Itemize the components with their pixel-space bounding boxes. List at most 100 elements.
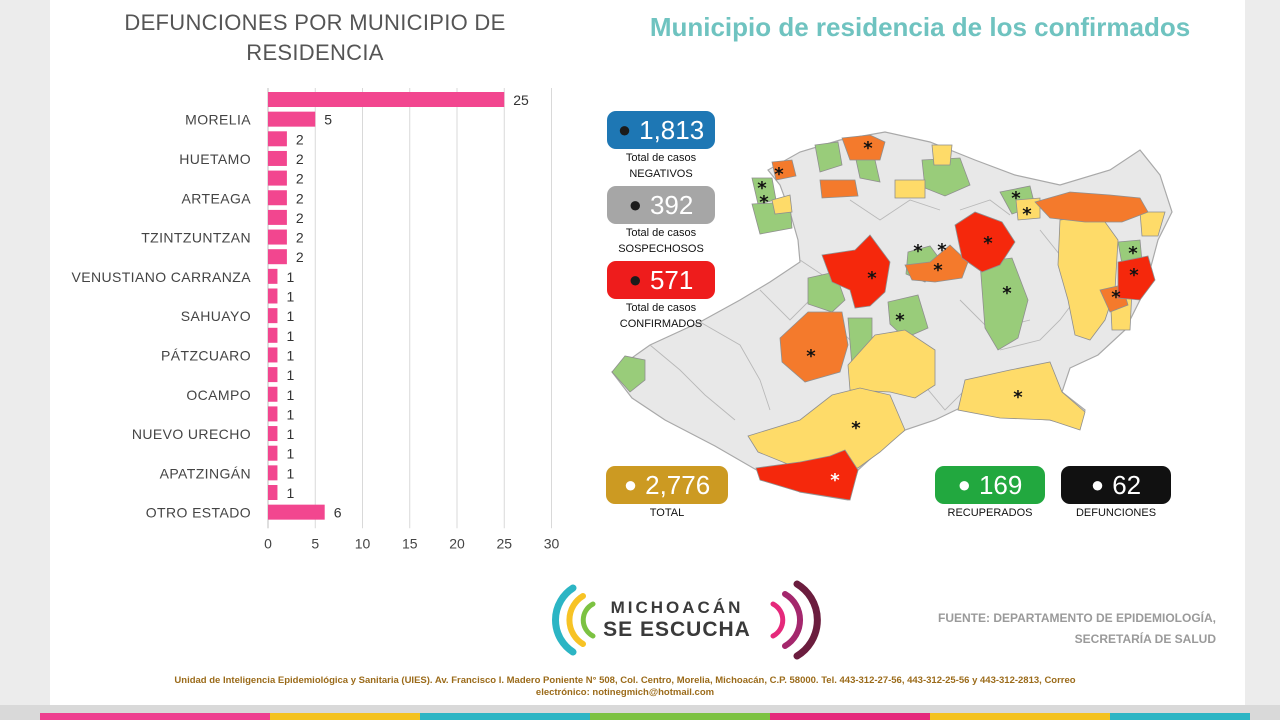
logo-text: MICHOACÁN SE ESCUCHA <box>592 598 762 642</box>
category-label: VENUSTIANO CARRANZA <box>71 269 251 285</box>
bar <box>268 131 287 147</box>
x-tick-label: 5 <box>311 535 319 551</box>
category-label: HUETAMO <box>179 151 251 167</box>
category-label: OCAMPO <box>186 387 251 403</box>
bar <box>268 170 287 186</box>
stat-recuperados: ● 169 RECUPERADOS <box>935 466 1045 521</box>
people-icon: ● <box>617 117 632 142</box>
x-tick-label: 10 <box>355 535 371 551</box>
data-label: 2 <box>296 171 304 187</box>
stat-negativos: ● 1,813 Total de casos NEGATIVOS <box>607 111 715 182</box>
category-label: PÁTZCUARO <box>161 347 251 363</box>
group-icon: ● <box>623 472 638 497</box>
bar <box>268 288 278 304</box>
data-label: 2 <box>296 131 304 147</box>
person-icon: ● <box>628 192 642 217</box>
footer-line1: Unidad de Inteligencia Epidemiológica y … <box>174 675 1076 686</box>
bar <box>268 465 278 481</box>
data-label: 6 <box>334 505 342 521</box>
data-label: 2 <box>296 190 304 206</box>
data-label: 1 <box>286 446 294 462</box>
stat-defunciones: ● 62 DEFUNCIONES <box>1061 466 1171 521</box>
footer-line2: electrónico: notinegmich@hotmail.com <box>535 687 715 698</box>
bar <box>268 308 278 324</box>
category-label: APATZINGÁN <box>160 465 251 481</box>
total-value: 2,776 <box>645 470 711 500</box>
data-label: 1 <box>286 367 294 383</box>
bar <box>268 406 278 422</box>
data-label: 1 <box>286 269 294 285</box>
confirmados-label2: CONFIRMADOS <box>619 318 703 330</box>
bar <box>268 268 278 284</box>
negativos-value: 1,813 <box>639 115 705 145</box>
source-line2: SECRETARÍA DE SALUD <box>1074 632 1216 646</box>
person-icon: ● <box>628 267 642 292</box>
data-label: 2 <box>296 151 304 167</box>
data-label: 1 <box>286 406 294 422</box>
data-label: 1 <box>286 328 294 344</box>
confirmados-label1: Total de casos <box>625 302 697 314</box>
x-tick-label: 0 <box>264 535 272 551</box>
data-label: 2 <box>296 249 304 265</box>
bar <box>268 229 287 245</box>
bar <box>268 347 278 363</box>
bar <box>268 367 278 383</box>
category-label: MORELIA <box>185 112 251 128</box>
confirmados-value: 571 <box>649 265 694 295</box>
logo-line2: SE ESCUCHA <box>603 618 751 641</box>
bar <box>268 190 287 206</box>
category-label: NUEVO URECHO <box>132 426 251 442</box>
x-tick-label: 30 <box>544 535 560 551</box>
x-tick-label: 20 <box>449 535 465 551</box>
decorative-strip <box>0 705 1280 720</box>
chart-title: DEFUNCIONES POR MUNICIPIO DE RESIDENCIA <box>124 10 506 65</box>
x-tick-label: 25 <box>496 535 512 551</box>
bar <box>268 504 325 520</box>
recuperados-value: 169 <box>978 470 1023 500</box>
bar <box>268 209 287 225</box>
bar <box>268 327 278 343</box>
stat-confirmados: ● 571 Total de casos CONFIRMADOS <box>607 261 715 332</box>
data-label: 1 <box>286 426 294 442</box>
category-label: TZINTZUNTZAN <box>141 230 251 246</box>
data-label: 1 <box>286 308 294 324</box>
bar-chart: 0 5 10 15 20 25 30 25 5 MORELIA 2 2 HUETAMO 2 2 ARTEAGA… <box>71 88 560 551</box>
stat-sospechosos: ● 392 Total de casos SOSPECHOSOS <box>607 186 715 257</box>
defunciones-label: DEFUNCIONES <box>1075 507 1157 519</box>
stat-total: ● 2,776 TOTAL <box>606 466 728 521</box>
recuperados-label: RECUPERADOS <box>947 507 1033 519</box>
data-label: 1 <box>286 347 294 363</box>
source-note: FUENTE: DEPARTAMENTO DE EPIDEMIOLOGÍA, S… <box>860 608 1216 650</box>
sospechosos-label2: SOSPECHOSOS <box>618 243 704 255</box>
defunciones-value: 62 <box>1112 470 1142 500</box>
source-line1: FUENTE: DEPARTAMENTO DE EPIDEMIOLOGÍA, <box>937 611 1216 625</box>
data-label: 1 <box>286 289 294 305</box>
map-title: Municipio de residencia de los confirmad… <box>649 12 1191 42</box>
total-label: TOTAL <box>649 507 685 519</box>
data-label: 2 <box>296 230 304 246</box>
bar <box>268 249 287 265</box>
bar <box>268 485 278 500</box>
category-label: ARTEAGA <box>182 190 252 206</box>
group-icon: ● <box>957 472 971 497</box>
person-icon: ● <box>1090 472 1105 497</box>
data-label: 25 <box>513 92 529 108</box>
bar <box>268 150 287 166</box>
data-label: 2 <box>296 210 304 226</box>
bar <box>268 386 278 402</box>
sospechosos-label1: Total de casos <box>625 227 697 239</box>
data-label: 1 <box>286 465 294 481</box>
negativos-label2: NEGATIVOS <box>629 168 693 180</box>
footer-address: Unidad de Inteligencia Epidemiológica y … <box>100 675 1150 699</box>
logo-line1: MICHOACÁN <box>610 598 744 617</box>
bar <box>268 445 278 461</box>
data-label: 1 <box>286 485 294 501</box>
sospechosos-value: 392 <box>649 190 694 220</box>
data-label: 5 <box>324 112 332 128</box>
category-label: OTRO ESTADO <box>146 505 251 521</box>
bar <box>268 111 316 127</box>
bar <box>268 426 278 442</box>
michoacan-logo <box>552 580 821 660</box>
x-tick-label: 15 <box>402 535 418 551</box>
negativos-label1: Total de casos <box>625 152 697 164</box>
